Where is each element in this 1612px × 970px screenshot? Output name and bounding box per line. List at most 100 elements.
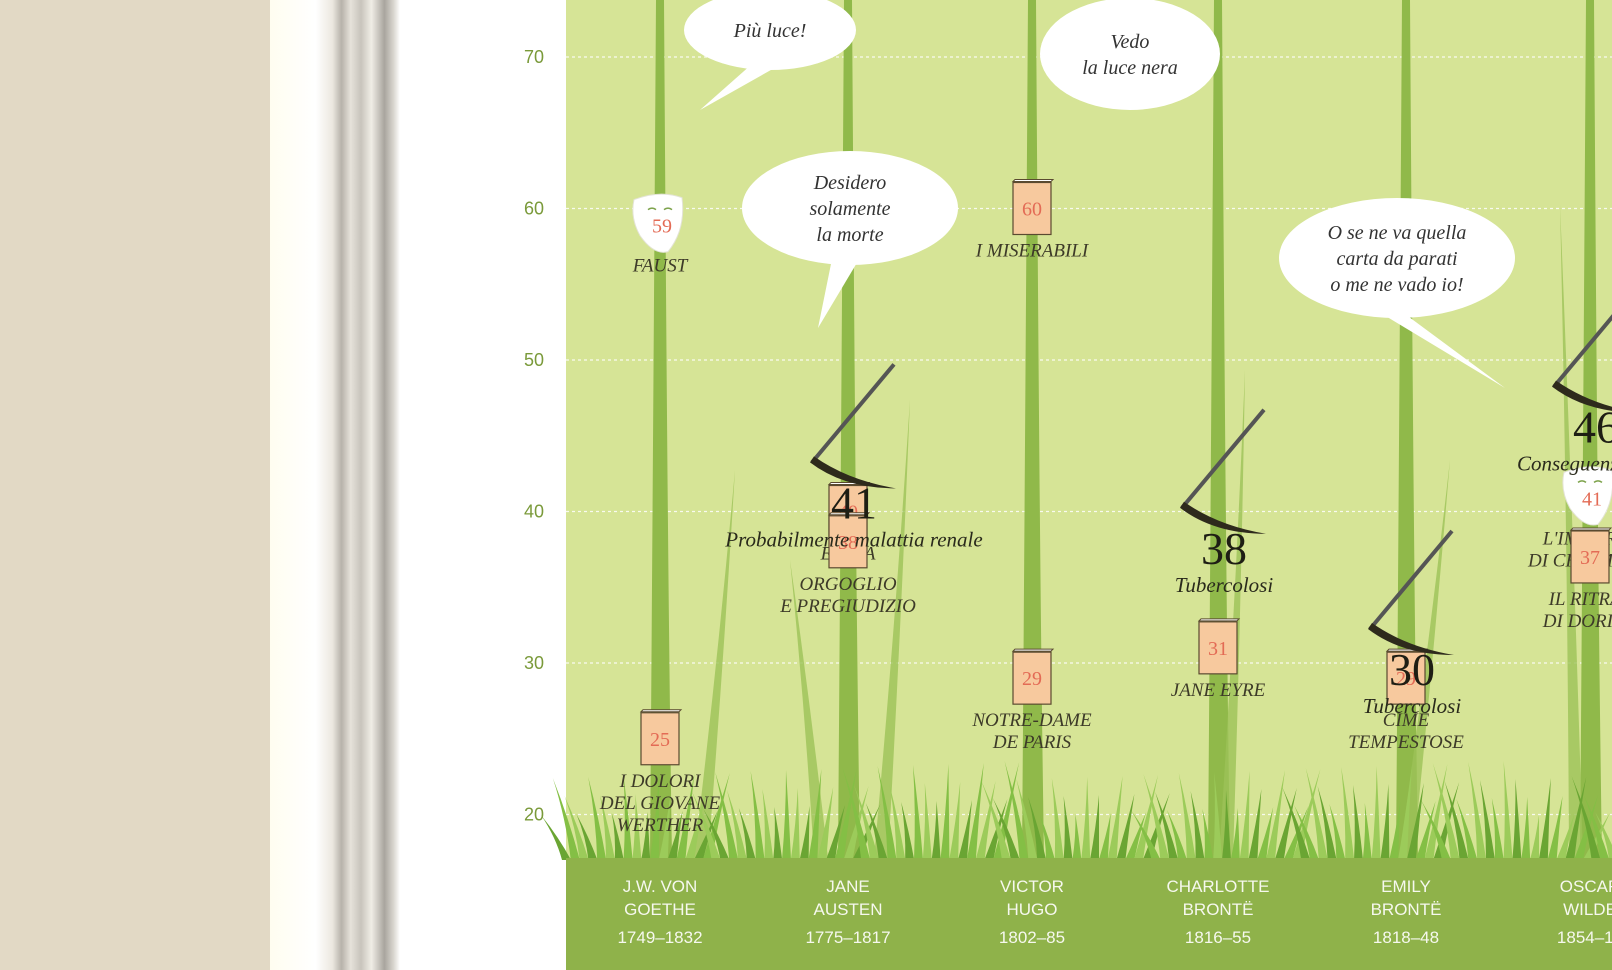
author-name: BRONTË bbox=[1371, 900, 1442, 919]
scythe-handle bbox=[1180, 408, 1266, 510]
grass-blade bbox=[1353, 785, 1363, 860]
work-title: ORGOGLIO bbox=[799, 574, 896, 595]
grass-blade bbox=[1167, 810, 1187, 860]
book-marker: 25 bbox=[639, 709, 683, 766]
scythe-icon bbox=[810, 363, 896, 489]
grass-blade bbox=[940, 764, 950, 860]
marks: Più luce! Desidero solamente la morte Vedo la… bbox=[599, 0, 1612, 836]
author-name: HUGO bbox=[1007, 900, 1058, 919]
mask-eyes bbox=[647, 207, 673, 211]
grass-blade bbox=[834, 768, 857, 860]
work-title: CIME bbox=[1383, 710, 1430, 731]
author-name: JANE bbox=[826, 877, 869, 896]
author-name: OSCAR bbox=[1560, 877, 1612, 896]
grass-blade bbox=[1294, 805, 1319, 860]
grass-blade bbox=[1491, 798, 1504, 860]
grass-blade bbox=[1230, 808, 1240, 860]
author-labels: J.W. VON GOETHE 1749–1832 JANE AUSTEN 1775–18… bbox=[617, 877, 1612, 947]
grass-blade bbox=[790, 788, 800, 860]
grass-blade bbox=[877, 766, 897, 860]
death-cause: Conseguenze della bbox=[1517, 452, 1612, 476]
work-title: DE PARIS bbox=[992, 732, 1072, 753]
grass-blade bbox=[1595, 812, 1612, 860]
grass-blade bbox=[854, 785, 879, 860]
book-pages bbox=[1197, 618, 1241, 622]
y-tick-label: 50 bbox=[524, 350, 544, 370]
grass-blade bbox=[1547, 796, 1563, 860]
grass-blade bbox=[1480, 780, 1495, 860]
grass-blade bbox=[817, 787, 834, 860]
grass-blade bbox=[676, 774, 695, 860]
mask-marker: 59 bbox=[632, 193, 684, 253]
work-age-label: 60 bbox=[1022, 199, 1042, 221]
work-title: DEL GIOVANE bbox=[599, 793, 721, 814]
book-pages bbox=[1569, 527, 1612, 531]
author-name: CHARLOTTE bbox=[1167, 877, 1270, 896]
grass-blade bbox=[1406, 783, 1424, 860]
grass-blade bbox=[691, 791, 721, 860]
y-tick-label: 20 bbox=[524, 805, 544, 825]
author-name: AUSTEN bbox=[814, 900, 883, 919]
grass-blade bbox=[1202, 809, 1214, 860]
grass-blade bbox=[1421, 800, 1451, 860]
grass-blade bbox=[1432, 763, 1460, 860]
death-cause: Probabilmente malattia renale bbox=[724, 527, 982, 551]
grass-blade bbox=[600, 795, 615, 860]
bubble-body bbox=[1279, 198, 1515, 318]
work-title: WERTHER bbox=[617, 815, 704, 836]
quote-text: Vedo bbox=[1111, 31, 1150, 53]
grass-blade bbox=[658, 793, 671, 860]
work-age-label: 31 bbox=[1208, 638, 1228, 660]
quote-text: O se ne va quella bbox=[1328, 222, 1467, 244]
grass-blade bbox=[1362, 803, 1372, 860]
grass-blade bbox=[1583, 794, 1610, 860]
grass-blade bbox=[790, 560, 828, 858]
scythe-blade bbox=[1180, 501, 1266, 534]
bubble-tail bbox=[700, 64, 778, 110]
grass-blade bbox=[842, 767, 871, 860]
grass-blade bbox=[1444, 781, 1469, 860]
work-title: NOTRE-DAME bbox=[971, 710, 1092, 731]
book-pages bbox=[827, 512, 871, 516]
grass-blade bbox=[564, 796, 589, 860]
grass-blade bbox=[782, 770, 791, 860]
work-title: E PREGIUDIZIO bbox=[779, 596, 916, 617]
grass-blade bbox=[703, 809, 730, 860]
bubble-body bbox=[1040, 0, 1220, 110]
grass-blade bbox=[1107, 776, 1123, 860]
author-years: 1775–1817 bbox=[805, 928, 890, 947]
author-years: 1854–19 bbox=[1557, 928, 1612, 947]
death-cause: Tubercolosi bbox=[1175, 573, 1274, 597]
speech-bubble: Desidero solamente la morte bbox=[742, 151, 958, 328]
grass-blade bbox=[762, 789, 774, 860]
speech-bubble: Più luce! bbox=[684, 0, 856, 110]
grass-blade bbox=[1283, 806, 1309, 860]
quote-text: Desidero bbox=[813, 172, 887, 194]
grass-blade bbox=[799, 806, 810, 860]
quote-text: solamente bbox=[809, 198, 890, 220]
book-cover bbox=[1198, 621, 1238, 675]
work-title: TEMPESTOSE bbox=[1348, 732, 1464, 753]
grass-blade bbox=[1213, 772, 1223, 860]
bubble-tail bbox=[1379, 312, 1505, 388]
grass-blade bbox=[1538, 778, 1551, 860]
grass-blade bbox=[1456, 799, 1478, 860]
author-years: 1749–1832 bbox=[617, 928, 702, 947]
grass-blade bbox=[1329, 804, 1346, 860]
author-name: EMILY bbox=[1381, 877, 1431, 896]
work-title: IL RITRAT bbox=[1548, 589, 1612, 610]
death-age-label: 41 bbox=[831, 477, 877, 528]
book-cover bbox=[1012, 651, 1052, 705]
grass-blade bbox=[958, 800, 972, 860]
author-years: 1818–48 bbox=[1373, 928, 1439, 947]
grass-blade bbox=[865, 803, 888, 860]
author-name: VICTOR bbox=[1000, 877, 1064, 896]
grass-blade bbox=[641, 812, 651, 860]
grass-blade bbox=[1040, 815, 1055, 860]
book-marker: 31 bbox=[1197, 618, 1241, 675]
grass-blade bbox=[738, 808, 756, 860]
author-name: J.W. VON bbox=[623, 877, 698, 896]
grass-blade bbox=[1125, 812, 1147, 860]
grass-blade bbox=[1389, 802, 1401, 860]
grass-blade bbox=[949, 782, 961, 860]
